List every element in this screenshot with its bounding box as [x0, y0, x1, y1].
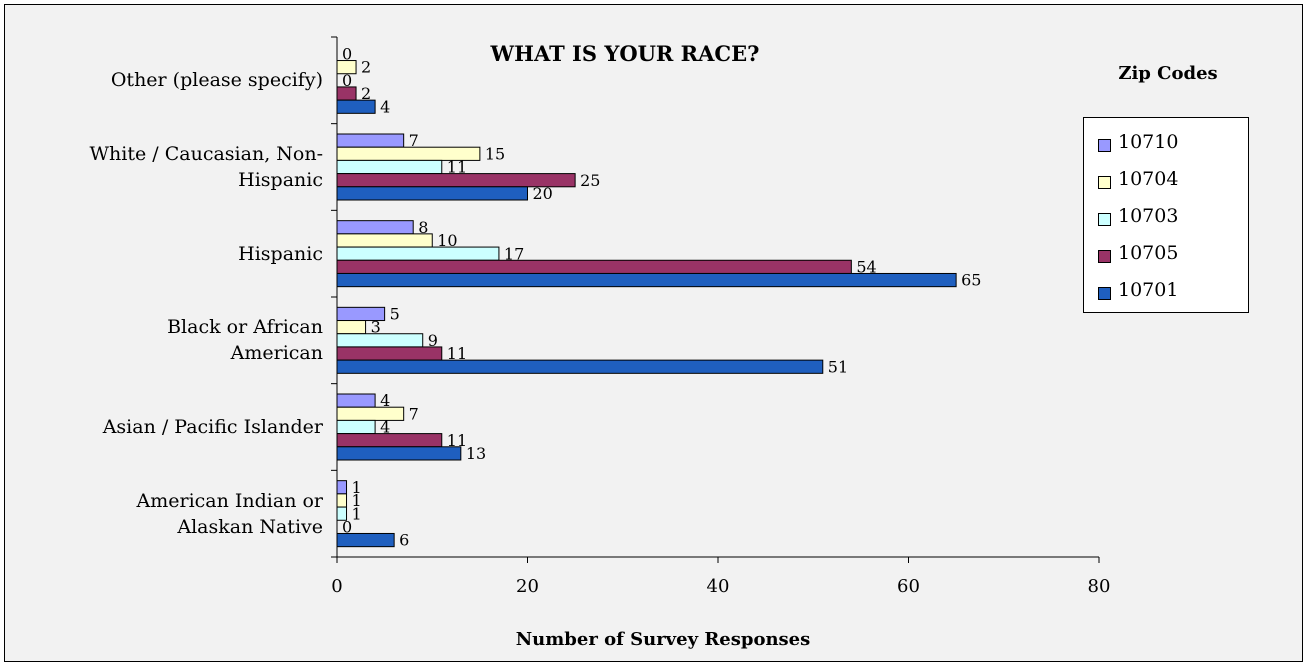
bar-10705 [336, 433, 443, 448]
data-label-10705: 0 [342, 517, 352, 536]
bar-10701 [336, 359, 824, 374]
category-label: Hispanic [23, 241, 323, 267]
category-label: American Indian or Alaskan Native [23, 488, 324, 540]
chart-plot: 0 20 40 60 801110647411135391151810175465715… [331, 36, 1111, 597]
legend-swatch [1098, 139, 1111, 152]
bar-10703 [336, 159, 443, 175]
legend-label: 10703 [1118, 205, 1179, 227]
data-label-10701: 6 [399, 531, 409, 550]
bar-10705 [336, 86, 357, 101]
data-label-10701: 4 [380, 97, 390, 116]
x-axis-label: Number of Survey Responses [515, 629, 811, 650]
x-tick-label: 40 [707, 576, 730, 597]
data-label-10703: 0 [342, 71, 352, 90]
data-label-10701: 51 [828, 357, 848, 376]
legend-item-10710: 10710 [1098, 131, 1238, 158]
legend-label: 10701 [1118, 279, 1179, 301]
x-tick-label: 0 [331, 576, 342, 597]
legend-swatch [1098, 213, 1111, 226]
category-label-line: Black or African [167, 316, 323, 339]
category-label: Other (please specify) [23, 67, 323, 93]
bar-10710 [336, 480, 348, 495]
bar-10704 [336, 233, 433, 248]
data-label-10704: 10 [437, 231, 457, 250]
data-label-10705: 25 [580, 171, 600, 190]
data-label-10704: 1 [352, 491, 362, 510]
legend-title: Zip Codes [1118, 63, 1218, 84]
data-label-10703: 1 [352, 504, 362, 523]
bar-10710 [336, 393, 376, 408]
data-label-10703: 11 [447, 158, 467, 177]
data-label-10703: 17 [504, 244, 524, 263]
category-label-line: Hispanic [238, 242, 323, 265]
legend-item-10705: 10705 [1098, 242, 1238, 269]
legend-swatch [1098, 287, 1111, 300]
legend: 10710 10704 10703 10705 10701 [1083, 117, 1249, 313]
x-tick-label: 60 [897, 576, 920, 597]
data-label-10710: 5 [390, 305, 400, 324]
bar-10701 [336, 532, 395, 548]
data-label-10710: 7 [409, 131, 419, 150]
bar-10710 [336, 133, 405, 148]
data-label-10710: 4 [380, 391, 390, 410]
category-label-line: Asian / Pacific Islander [102, 416, 323, 438]
data-label-10704: 7 [409, 404, 419, 423]
category-label-line: Alaskan Native [177, 515, 323, 538]
data-label-10703: 4 [380, 418, 390, 437]
data-label-10705: 2 [361, 84, 371, 103]
bar-10704 [336, 406, 405, 421]
category-label: Black or African American [23, 314, 323, 366]
bar-10704 [336, 320, 367, 335]
legend-swatch [1098, 250, 1111, 263]
data-label-10705: 54 [856, 257, 876, 276]
legend-item-10704: 10704 [1098, 168, 1238, 195]
data-label-10701: 20 [533, 184, 553, 203]
data-label-10710: 8 [418, 218, 428, 237]
chart-title: WHAT IS YOUR RACE? [490, 41, 760, 66]
category-label-line: Hispanic [238, 169, 323, 191]
bar-10704 [336, 60, 357, 75]
category-label: Asian / Pacific Islander [23, 414, 323, 440]
bar-10701 [336, 186, 528, 201]
bar-10701 [336, 99, 376, 114]
category-label-line: Other (please specify) [110, 69, 323, 92]
category-label-line: American Indian or [136, 489, 324, 512]
x-tick-label: 80 [1088, 576, 1111, 597]
bar-10710 [336, 220, 414, 235]
legend-label: 10710 [1118, 131, 1179, 153]
data-label-10703: 9 [428, 331, 438, 350]
data-label-10710: 1 [352, 478, 362, 497]
data-label-10705: 11 [447, 344, 467, 363]
data-label-10701: 65 [961, 271, 981, 290]
bar-10705 [336, 259, 852, 274]
legend-swatch [1098, 176, 1111, 189]
category-label-line: White / Caucasian, Non- [89, 143, 323, 165]
x-tick-label: 20 [516, 576, 539, 597]
category-label-line: American [230, 342, 323, 365]
bar-10704 [336, 493, 348, 508]
chart-frame: 0 20 40 60 80 1 1 1 0 6 4 7 4 11 13 5 3 9 11 51 8 10 17 54 65 7 15… [4, 4, 1303, 662]
data-label-10704: 2 [361, 58, 371, 77]
category-label: White / Caucasian, Non- Hispanic [23, 141, 323, 193]
bar-10703 [336, 246, 500, 261]
bar-10701 [336, 446, 462, 461]
data-label-10701: 13 [466, 444, 486, 463]
legend-label: 10704 [1118, 168, 1179, 190]
bar-10703 [336, 333, 424, 348]
legend-item-10701: 10701 [1098, 279, 1238, 306]
data-label-10704: 3 [371, 318, 381, 337]
data-label-10704: 15 [485, 144, 505, 163]
bar-10705 [336, 346, 443, 361]
bar-10701 [336, 272, 957, 288]
bar-10703 [336, 419, 376, 435]
data-label-10705: 11 [447, 431, 467, 450]
legend-item-10703: 10703 [1098, 205, 1238, 232]
bar-10703 [336, 506, 348, 521]
data-label-10710: 0 [342, 45, 352, 64]
legend-label: 10705 [1118, 242, 1179, 264]
